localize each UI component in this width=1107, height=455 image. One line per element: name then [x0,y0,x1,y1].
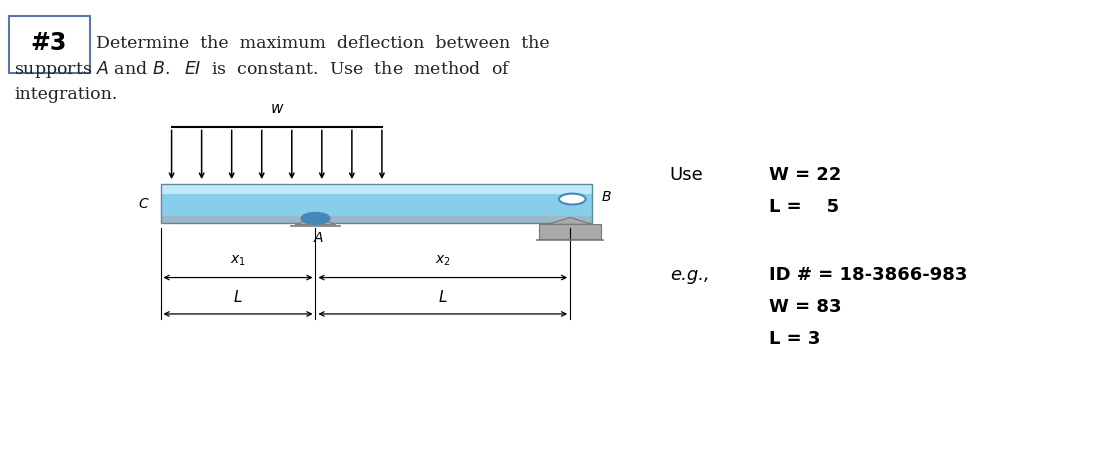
Bar [161,184,592,194]
FancyBboxPatch shape [9,16,90,73]
Bar [161,184,592,223]
Text: Use: Use [670,166,703,184]
Text: $C$: $C$ [137,197,149,211]
Text: $x_2$: $x_2$ [435,254,451,268]
Text: e.g.,: e.g., [670,266,710,284]
Text: $w$: $w$ [269,101,284,116]
Text: $L$: $L$ [438,289,447,305]
Text: $L$: $L$ [234,289,242,305]
Text: L =    5: L = 5 [769,198,839,216]
Text: W = 83: W = 83 [769,298,841,316]
Bar [161,184,592,223]
Text: supports $\it{A}$ and $\it{B.}$  $\it{EI}$  is  constant.  Use  the  method  of: supports $\it{A}$ and $\it{B.}$ $\it{EI}… [14,59,511,80]
Polygon shape [296,217,335,224]
Text: $A$: $A$ [313,231,324,245]
Text: $x_1$: $x_1$ [230,254,246,268]
Text: ID # = 18-3866-983: ID # = 18-3866-983 [769,266,968,284]
Circle shape [301,212,330,224]
Circle shape [559,194,586,205]
Text: $B$: $B$ [601,190,612,204]
Text: Determine  the  maximum  deflection  between  the: Determine the maximum deflection between… [96,35,550,52]
Text: W = 22: W = 22 [769,166,841,184]
Text: #3: #3 [31,31,66,55]
Polygon shape [548,217,592,224]
Bar [161,216,592,223]
Bar [539,224,601,239]
Text: L = 3: L = 3 [769,330,820,348]
Text: integration.: integration. [14,86,117,103]
